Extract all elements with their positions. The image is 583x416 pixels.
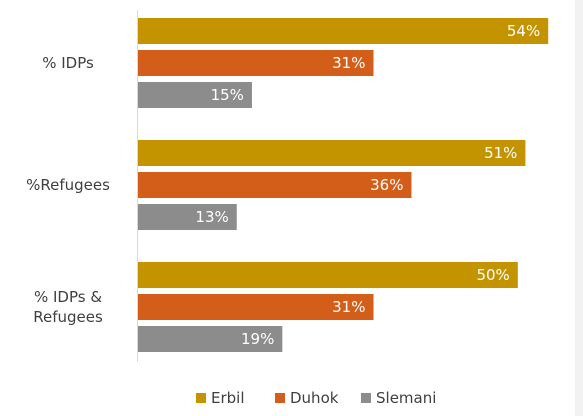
- bar-slemani-idps-refugees: [138, 326, 283, 352]
- data-label-duhok-idps: 31%: [332, 54, 365, 72]
- legend-swatch-slemani: [361, 393, 371, 403]
- data-label-erbil-idps-refugees: 50%: [476, 266, 509, 284]
- data-label-erbil-idps: 54%: [507, 22, 540, 40]
- category-label-refugees: %Refugees: [26, 176, 110, 194]
- bar-duhok-idps-refugees: [138, 294, 374, 320]
- legend-label-erbil: Erbil: [211, 389, 245, 407]
- legend-swatch-erbil: [196, 393, 206, 403]
- legend-label-duhok: Duhok: [290, 389, 339, 407]
- data-label-slemani-idps: 15%: [211, 86, 244, 104]
- legend: Erbil Duhok Slemani: [196, 389, 436, 407]
- category-label-idps-refugees: % IDPs & Refugees: [33, 288, 103, 326]
- bars-layer: 54% 31% 15% 51% 36% 13% 50% 31% 19%: [138, 18, 549, 352]
- data-label-duhok-refugees: 36%: [370, 176, 403, 194]
- bar-slemani-refugees: [138, 204, 237, 230]
- legend-swatch-duhok: [275, 393, 285, 403]
- data-label-slemani-idps-refugees: 19%: [241, 330, 274, 348]
- data-label-duhok-idps-refugees: 31%: [332, 298, 365, 316]
- data-label-erbil-refugees: 51%: [484, 144, 517, 162]
- bar-erbil-refugees: [138, 140, 526, 166]
- category-labels: % IDPs %Refugees % IDPs & Refugees: [26, 54, 110, 326]
- bar-erbil-idps: [138, 18, 549, 44]
- data-label-slemani-refugees: 13%: [195, 208, 228, 226]
- legend-label-slemani: Slemani: [376, 389, 436, 407]
- category-label-idps: % IDPs: [42, 54, 94, 72]
- bar-slemani-idps: [138, 82, 252, 108]
- bar-duhok-idps: [138, 50, 374, 76]
- bar-erbil-idps-refugees: [138, 262, 518, 288]
- bar-duhok-refugees: [138, 172, 412, 198]
